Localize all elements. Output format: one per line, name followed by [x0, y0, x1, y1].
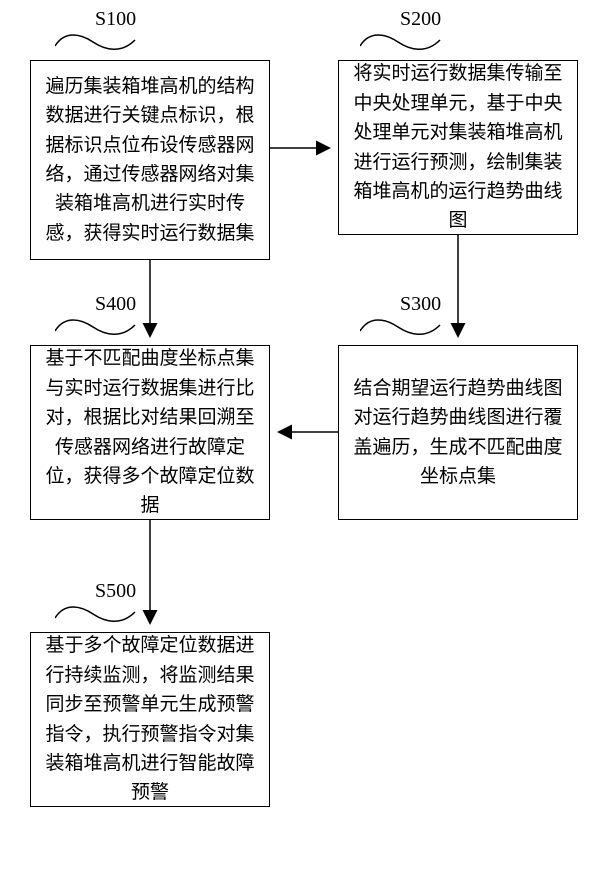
squiggle-s300: [360, 317, 444, 339]
node-s100: 遍历集装箱堆高机的结构数据进行关键点标识，根据标识点位布设传感器网络，通过传感器…: [30, 60, 270, 260]
node-s500: 基于多个故障定位数据进行持续监测，将监测结果同步至预警单元生成预警指令，执行预警…: [30, 632, 270, 807]
node-s100-text: 遍历集装箱堆高机的结构数据进行关键点标识，根据标识点位布设传感器网络，通过传感器…: [41, 72, 259, 249]
label-s100: S100: [95, 8, 136, 31]
node-s300: 结合期望运行趋势曲线图对运行趋势曲线图进行覆盖遍历，生成不匹配曲度坐标点集: [338, 345, 578, 520]
squiggle-s400: [55, 317, 139, 339]
label-s300: S300: [400, 293, 441, 316]
squiggle-s200: [360, 32, 444, 54]
node-s400: 基于不匹配曲度坐标点集与实时运行数据集进行比对，根据比对结果回溯至传感器网络进行…: [30, 345, 270, 520]
node-s200: 将实时运行数据集传输至中央处理单元，基于中央处理单元对集装箱堆高机进行运行预测，…: [338, 60, 578, 235]
squiggle-s500: [55, 604, 139, 626]
squiggle-s100: [55, 32, 139, 54]
label-s500: S500: [95, 580, 136, 603]
node-s300-text: 结合期望运行趋势曲线图对运行趋势曲线图进行覆盖遍历，生成不匹配曲度坐标点集: [349, 374, 567, 492]
node-s400-text: 基于不匹配曲度坐标点集与实时运行数据集进行比对，根据比对结果回溯至传感器网络进行…: [41, 344, 259, 521]
label-s400: S400: [95, 293, 136, 316]
label-s200: S200: [400, 8, 441, 31]
node-s200-text: 将实时运行数据集传输至中央处理单元，基于中央处理单元对集装箱堆高机进行运行预测，…: [349, 59, 567, 236]
node-s500-text: 基于多个故障定位数据进行持续监测，将监测结果同步至预警单元生成预警指令，执行预警…: [41, 631, 259, 808]
